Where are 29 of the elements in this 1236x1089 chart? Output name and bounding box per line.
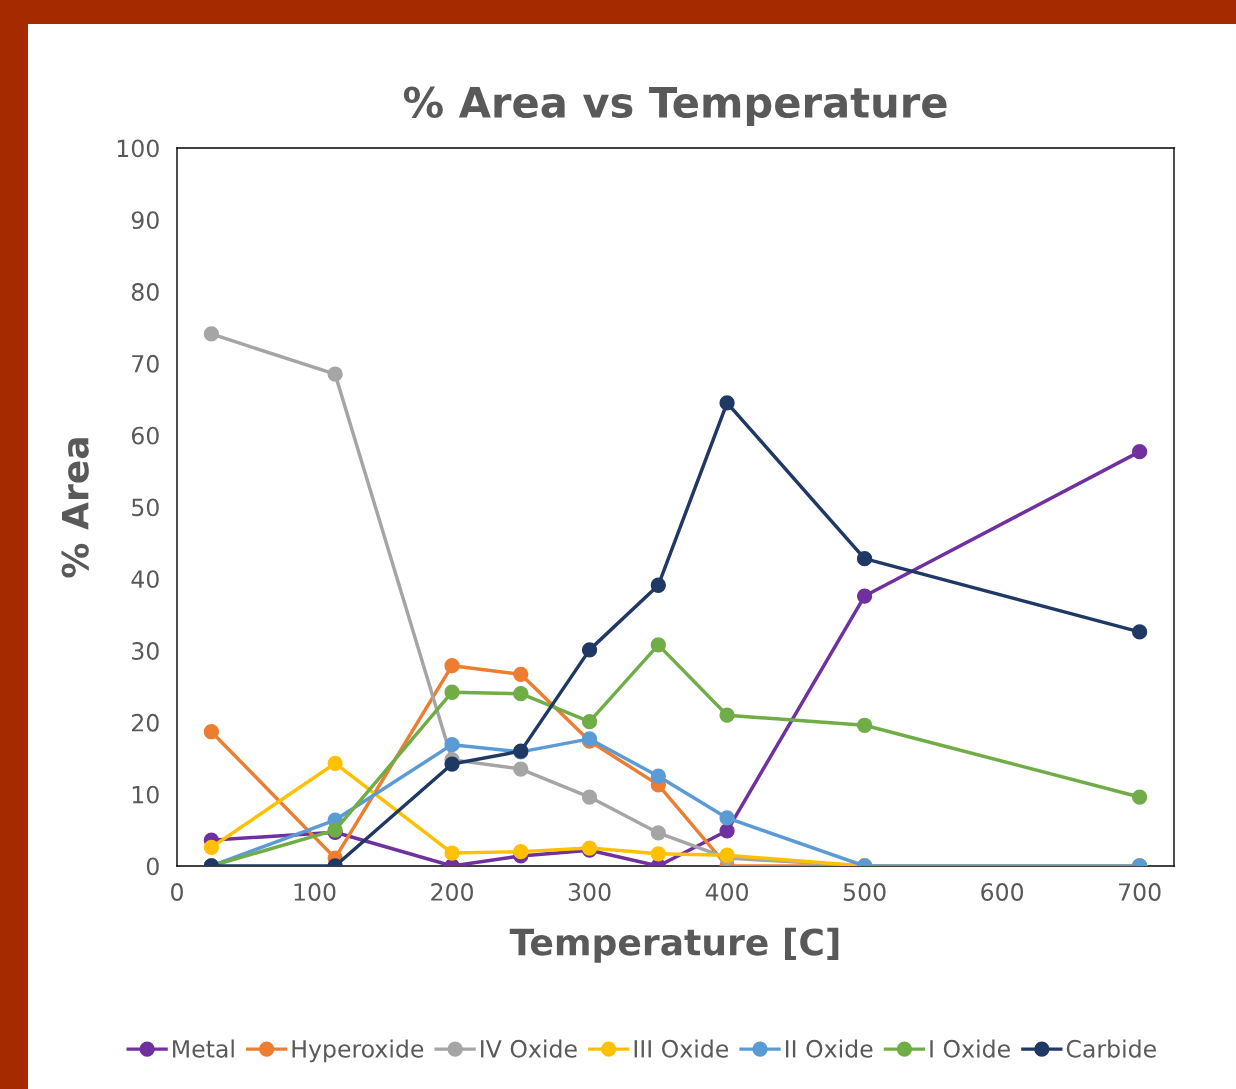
y-tick-label: 30 xyxy=(132,642,159,660)
legend-label: II Oxide xyxy=(785,1039,873,1058)
y-tick-label: 50 xyxy=(132,498,159,517)
legend-label: Metal xyxy=(173,1039,234,1058)
x-tick-label: 0 xyxy=(171,883,183,901)
chart-title: % Area vs Temperature xyxy=(403,86,947,127)
y-tick-label: 70 xyxy=(132,354,159,373)
legend-label: III Oxide xyxy=(634,1039,729,1058)
y-tick-label: 80 xyxy=(131,283,159,301)
x-tick-label: 200 xyxy=(431,883,473,901)
y-axis-title: % Area xyxy=(61,438,89,578)
x-tick-label: 700 xyxy=(1119,883,1161,901)
x-tick-label: 500 xyxy=(843,883,886,901)
x-tick-label: 100 xyxy=(294,883,336,901)
y-tick-label: 60 xyxy=(131,426,159,445)
y-tick-label: 100 xyxy=(117,139,159,158)
legend-label: I Oxide xyxy=(930,1039,1010,1058)
legend-label: IV Oxide xyxy=(481,1039,577,1058)
x-axis-title: Temperature [C] xyxy=(509,927,839,963)
legend-label: Hyperoxide xyxy=(292,1039,424,1063)
x-tick-label: 600 xyxy=(981,883,1024,901)
x-tick-label: 400 xyxy=(705,883,749,901)
y-tick-label: 40 xyxy=(131,570,159,589)
y-tick-label: 10 xyxy=(132,785,159,804)
y-tick-label: 90 xyxy=(131,211,159,230)
y-tick-label: 0 xyxy=(146,857,159,876)
y-tick-label: 20 xyxy=(132,713,159,732)
x-tick-label: 300 xyxy=(568,883,611,901)
legend-label: Carbide xyxy=(1066,1039,1156,1058)
